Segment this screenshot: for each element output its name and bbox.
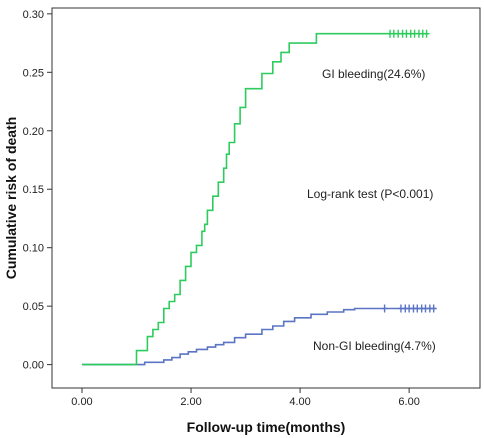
series-line-non_gi bbox=[82, 307, 437, 366]
censor-mark-non_gi bbox=[381, 304, 388, 313]
series-layer bbox=[82, 29, 437, 366]
y-tick-label: 0.10 bbox=[23, 243, 44, 255]
y-tick-label: 0.30 bbox=[23, 9, 44, 21]
y-tick-label: 0.20 bbox=[23, 126, 44, 138]
annotation-gi-bleeding: GI bleeding(24.6%) bbox=[322, 67, 425, 81]
tick-layer: 0.00 0.05 0.10 0.15 0.20 0.25 0.30 0.00 2.00 4.00… bbox=[23, 9, 420, 408]
censor-mark-non_gi bbox=[430, 304, 437, 313]
censor-mark-gi bbox=[423, 29, 430, 38]
series-line-gi bbox=[82, 32, 429, 366]
y-tick-label: 0.25 bbox=[23, 67, 44, 79]
y-tick-label: 0.00 bbox=[23, 360, 44, 372]
annotation-logrank: Log-rank test (P<0.001) bbox=[307, 187, 433, 201]
plot-frame bbox=[51, 7, 481, 389]
x-tick-label: 6.00 bbox=[398, 396, 419, 408]
x-axis-label: Follow-up time(months) bbox=[187, 419, 346, 435]
y-tick-label: 0.15 bbox=[23, 184, 44, 196]
annotation-non-gi-bleeding: Non-GI bleeding(4.7%) bbox=[313, 339, 436, 353]
y-tick-label: 0.05 bbox=[23, 301, 44, 313]
x-tick-label: 0.00 bbox=[71, 396, 92, 408]
y-axis-label: Cumulative risk of death bbox=[3, 117, 19, 280]
x-tick-label: 4.00 bbox=[289, 396, 310, 408]
x-tick-label: 2.00 bbox=[180, 396, 201, 408]
